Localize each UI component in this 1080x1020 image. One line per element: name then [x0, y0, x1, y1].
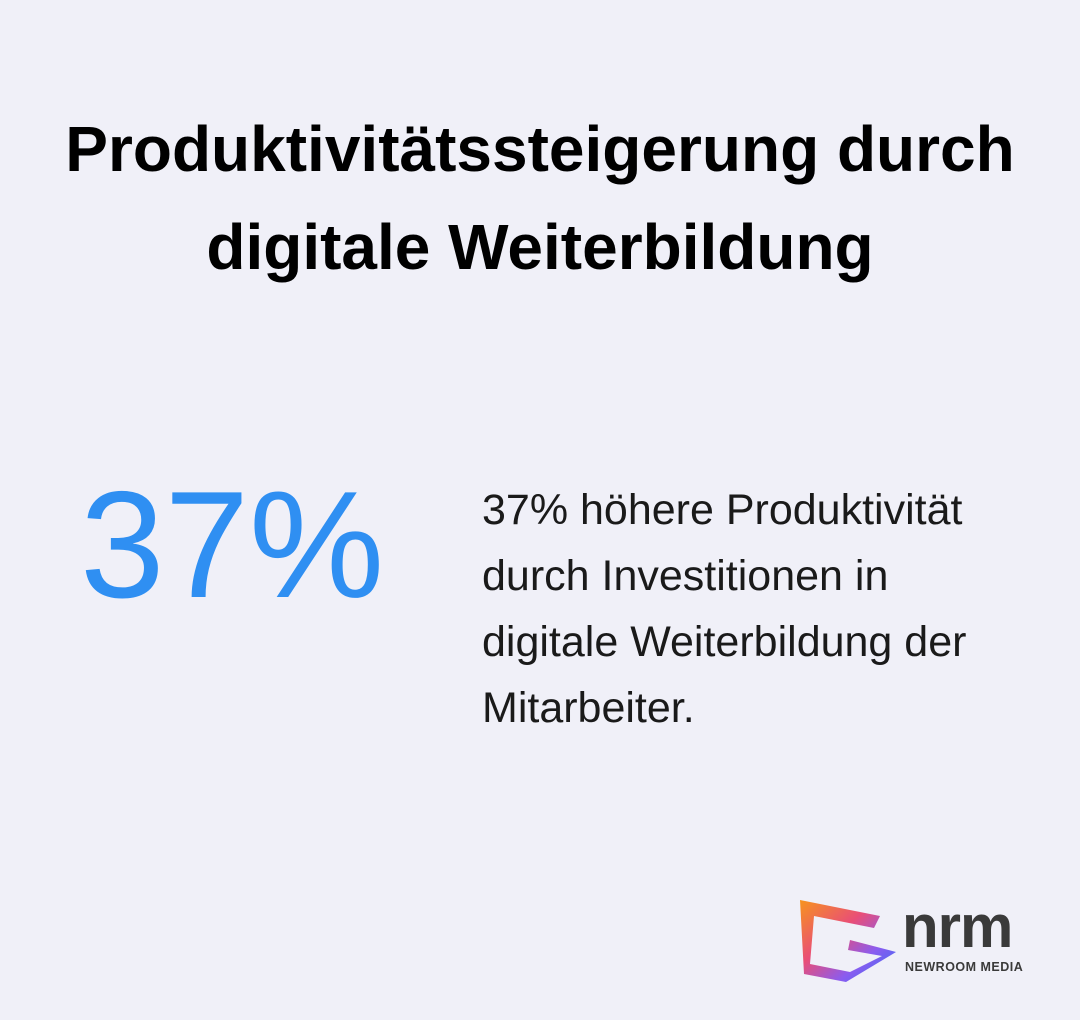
logo-name: nrm	[902, 893, 1013, 960]
title: Produktivitätssteigerung durch digitale …	[65, 113, 1015, 283]
stat-description: 37% höhere Produktivität durch Investiti…	[482, 486, 967, 732]
logo: nrm NEWROOM MEDIA	[798, 893, 1048, 988]
logo-tagline: NEWROOM MEDIA	[905, 960, 1024, 974]
stat-value: 37%	[80, 460, 385, 630]
logo-icon	[800, 900, 896, 982]
